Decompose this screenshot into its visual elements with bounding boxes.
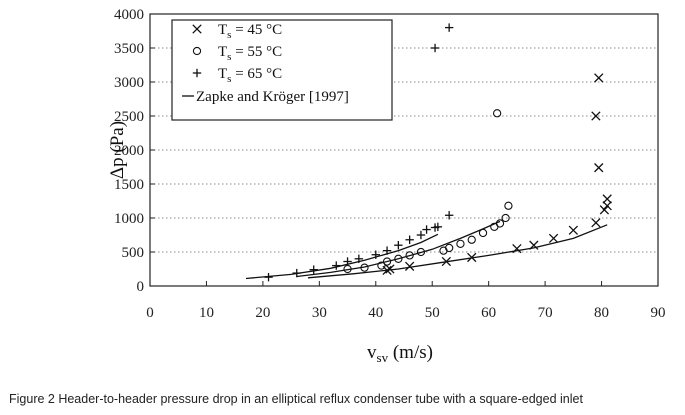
data-point	[445, 243, 454, 253]
fit-curve	[245, 233, 439, 280]
x-tick-label: 20	[255, 305, 270, 321]
data-point	[456, 239, 465, 248]
axis-ticks: 0 500 1000 1500 2000 2500 3000 3500 4000 0 10 20 30 4…	[114, 7, 666, 321]
data-point	[591, 218, 601, 228]
legend-label: Ts = 45 °C	[218, 22, 282, 41]
data-point	[602, 201, 612, 211]
legend-marker	[192, 46, 202, 56]
y-tick-label: 1000	[114, 211, 144, 227]
data-point	[433, 222, 443, 232]
data-point	[444, 23, 454, 32]
chart: 0 500 1000 1500 2000 2500 3000 3500 4000 0 10 20 30 4…	[107, 7, 666, 365]
data-point	[501, 213, 510, 223]
data-point	[504, 201, 513, 210]
y-tick-label: 3500	[114, 41, 144, 57]
fit-curve	[296, 220, 501, 278]
data-point	[492, 109, 502, 118]
data-point	[599, 205, 610, 215]
x-axis-title-main: v	[367, 342, 377, 363]
data-point	[594, 73, 604, 83]
data-point	[548, 233, 559, 244]
data-point	[394, 241, 403, 250]
x-tick-label: 0	[146, 305, 154, 321]
data-point	[416, 230, 426, 240]
y-tick-label: 1500	[114, 177, 144, 193]
x-tick-label: 80	[594, 305, 609, 321]
legend-label-main: T	[218, 44, 227, 60]
fit-curve	[307, 224, 608, 279]
legend-label-rest: = 45 °C	[231, 22, 282, 38]
y-tick-label: 3000	[114, 75, 144, 91]
data-point	[309, 265, 318, 274]
data-point	[382, 257, 392, 266]
x-axis-title-unit: (m/s)	[388, 342, 433, 363]
y-tick-label: 2000	[114, 143, 144, 159]
y-tick-label: 500	[122, 245, 145, 261]
data-marks	[245, 23, 612, 282]
data-point	[332, 261, 341, 270]
legend-label: Ts = 65 °C	[218, 66, 282, 85]
x-tick-label: 50	[425, 305, 440, 321]
data-point	[394, 254, 403, 263]
y-tick-label: 4000	[114, 7, 144, 23]
data-point	[467, 235, 476, 244]
legend-label-main: T	[218, 66, 227, 82]
x-tick-label: 70	[538, 305, 553, 321]
x-tick-label: 60	[481, 305, 496, 321]
data-point	[591, 111, 601, 121]
x-tick-label: 40	[368, 305, 383, 321]
data-point	[405, 235, 414, 244]
data-point	[594, 163, 604, 173]
legend-marker	[192, 24, 202, 34]
legend-label-sub: s	[227, 73, 231, 85]
y-axis-title: Δp (Pa)	[107, 121, 128, 179]
data-point	[430, 43, 440, 53]
data-point	[422, 225, 431, 234]
legend-label-main: T	[218, 22, 227, 38]
x-tick-label: 90	[651, 305, 666, 321]
x-axis-title: vsv (m/s)	[367, 342, 433, 365]
legend-label-sub: s	[227, 29, 231, 41]
figure-caption: Figure 2 Header-to-header pressure drop …	[9, 392, 583, 406]
data-point	[495, 219, 505, 228]
data-point	[444, 211, 454, 220]
legend-label-rest: = 65 °C	[231, 66, 282, 82]
legend-label: Ts = 55 °C	[218, 44, 282, 63]
x-tick-label: 10	[199, 305, 214, 321]
data-point	[405, 251, 414, 260]
legend-label-rest: = 55 °C	[231, 44, 282, 60]
x-axis-title-sub: sv	[377, 350, 389, 365]
data-point	[385, 264, 395, 274]
data-point	[568, 225, 578, 235]
data-point	[602, 194, 612, 204]
legend-box	[171, 19, 393, 121]
y-tick-label: 2500	[114, 109, 144, 125]
data-point	[377, 261, 386, 270]
legend-marker	[192, 68, 202, 78]
data-point	[404, 261, 415, 271]
legend-label-sub: s	[227, 51, 231, 63]
x-tick-label: 30	[312, 305, 327, 321]
legend-label: Zapke and Kröger [1997]	[196, 89, 349, 105]
y-tick-label: 0	[137, 279, 145, 295]
